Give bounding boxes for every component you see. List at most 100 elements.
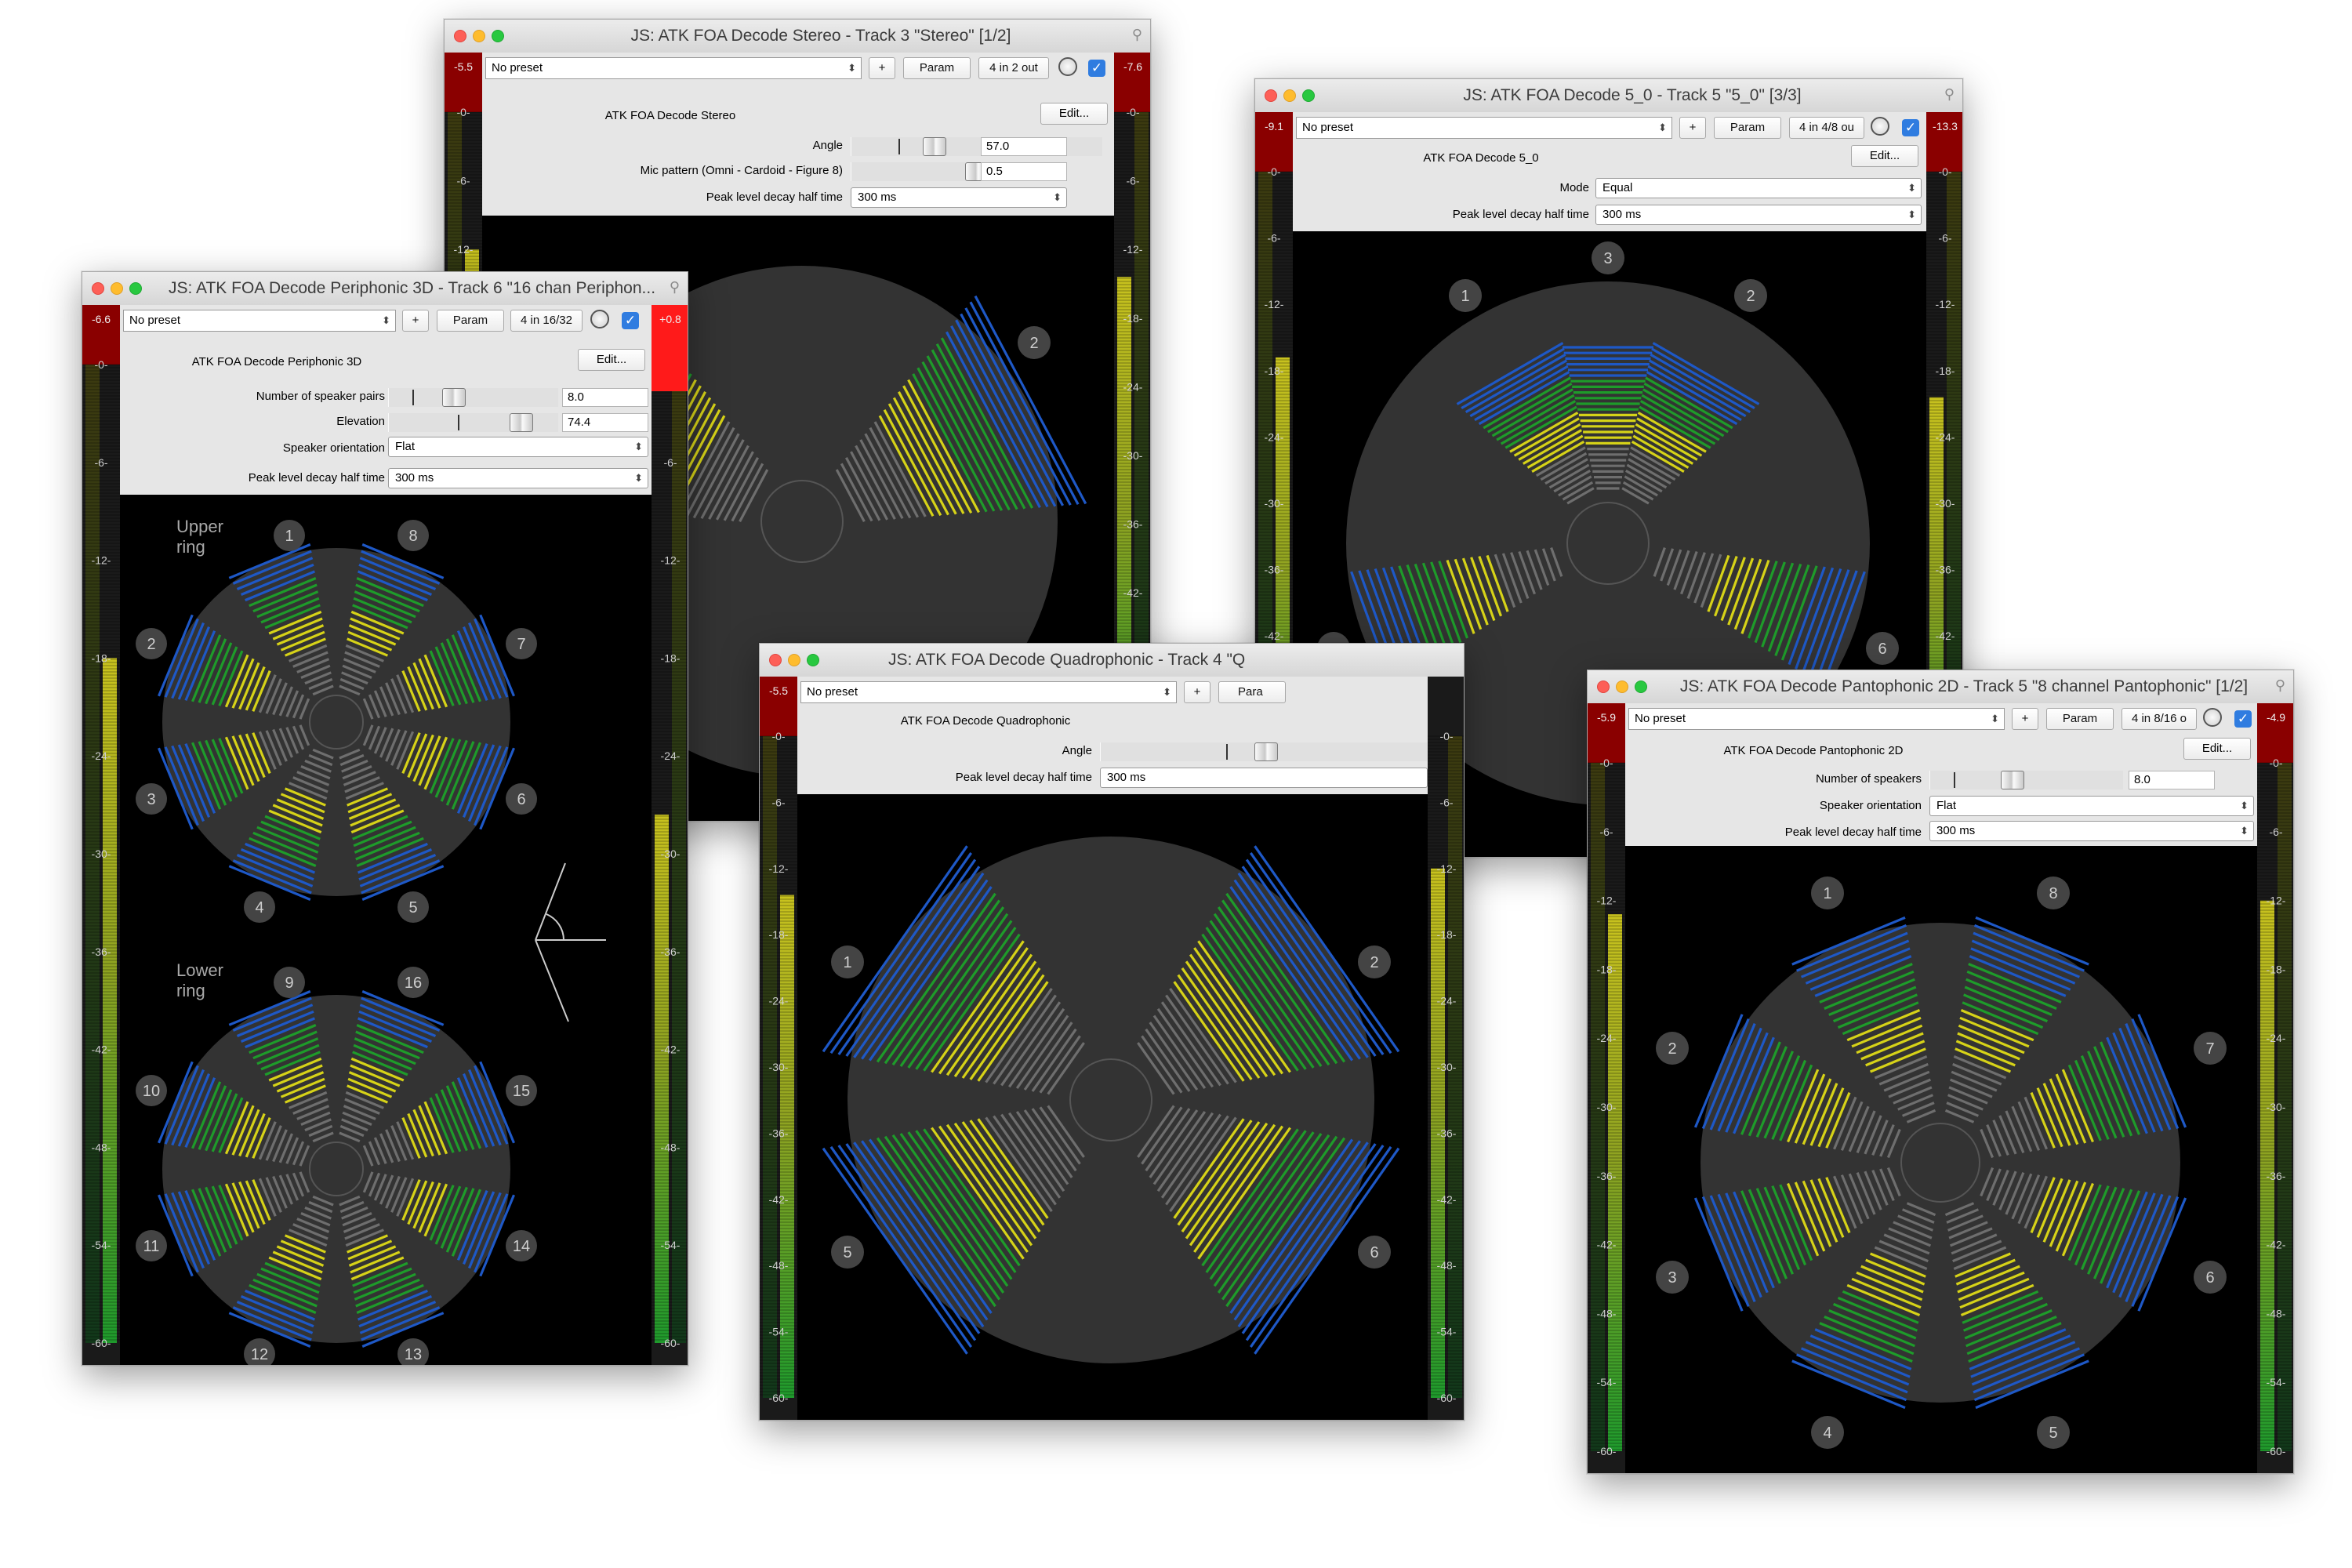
meter-bar <box>463 1191 495 1265</box>
meter-bar <box>352 1051 408 1076</box>
meter-bar <box>993 994 1057 1085</box>
meter-bar <box>434 1093 462 1152</box>
num-speakers-slider[interactable] <box>1929 771 2123 789</box>
meter-bar <box>931 349 1018 510</box>
meter-bar <box>892 397 957 515</box>
param-button[interactable]: Param <box>1714 117 1781 139</box>
param-button[interactable]: Param <box>437 310 504 332</box>
close-button[interactable] <box>769 654 782 666</box>
meter-bar <box>822 1147 968 1355</box>
slider-thumb[interactable] <box>923 137 946 156</box>
pin-icon[interactable]: ⚲ <box>2274 677 2285 693</box>
wet-dry-knob[interactable] <box>2203 708 2222 727</box>
io-button[interactable]: 4 in 2 out <box>978 57 1049 79</box>
title-bar[interactable]: JS: ATK FOA Decode Quadrophonic - Track … <box>760 644 1464 677</box>
minimize-button[interactable] <box>111 282 123 295</box>
num-speakers-value-field[interactable]: 8.0 <box>2129 771 2215 789</box>
minimize-button[interactable] <box>1283 89 1296 102</box>
meter-bar <box>1802 1180 1832 1247</box>
zoom-button[interactable] <box>1302 89 1315 102</box>
title-bar[interactable]: JS: ATK FOA Decode 5_0 - Track 5 "5_0" [… <box>1255 79 1962 113</box>
preset-dropdown[interactable]: No preset ⬍ <box>123 310 396 332</box>
meter-bar <box>256 1037 319 1065</box>
meter-bar <box>354 1272 416 1301</box>
bypass-checkbox[interactable]: ✓ <box>1088 60 1105 77</box>
meter-bar <box>456 1189 488 1261</box>
meter-bar <box>224 736 249 790</box>
pairs-value-field[interactable]: 8.0 <box>562 388 648 407</box>
close-button[interactable] <box>1597 681 1610 693</box>
slider-thumb[interactable] <box>442 388 466 407</box>
close-button[interactable] <box>1265 89 1277 102</box>
pin-icon[interactable]: ⚲ <box>1131 27 1142 42</box>
orientation-dropdown[interactable]: Flat ⬍ <box>388 437 648 457</box>
window-title: JS: ATK FOA Decode Quadrophonic - Track … <box>888 651 1246 669</box>
meter-bar <box>361 996 441 1032</box>
preset-dropdown[interactable]: No preset ⬍ <box>485 57 862 79</box>
preset-dropdown[interactable]: No preset ⬍ <box>1296 117 1672 139</box>
slider-thumb[interactable] <box>510 413 533 432</box>
pairs-slider[interactable] <box>388 388 558 407</box>
bypass-checkbox[interactable]: ✓ <box>622 312 639 329</box>
zoom-button[interactable] <box>807 654 819 666</box>
io-button[interactable]: 4 in 16/32 <box>510 310 583 332</box>
zoom-button[interactable] <box>492 30 504 42</box>
preset-dropdown[interactable]: No preset ⬍ <box>1628 708 2005 730</box>
title-bar[interactable]: JS: ATK FOA Decode Periphonic 3D - Track… <box>82 272 688 306</box>
decay-dropdown[interactable]: 300 ms ⬍ <box>388 468 648 488</box>
speaker-display: 1 8 2 7 3 6 4 5 9 16 10 15 11 14 12 13 Upper ring Lower… <box>120 495 652 1365</box>
close-button[interactable] <box>454 30 466 42</box>
zoom-button[interactable] <box>129 282 142 295</box>
add-preset-button[interactable]: + <box>1679 117 1706 139</box>
edit-button[interactable]: Edit... <box>1851 145 1918 167</box>
orientation-dropdown[interactable]: Flat ⬍ <box>1929 796 2254 816</box>
minimize-button[interactable] <box>1616 681 1628 693</box>
slider-thumb[interactable] <box>1254 742 1278 761</box>
minimize-button[interactable] <box>473 30 485 42</box>
wet-dry-knob[interactable] <box>1058 57 1077 76</box>
decay-dropdown[interactable]: 300 ms ⬍ <box>1929 821 2254 841</box>
meter-bar <box>468 1192 502 1269</box>
meter-bar <box>1513 417 1580 457</box>
vu-scale-label: -36- <box>661 946 681 958</box>
speaker-level-meter <box>339 748 445 901</box>
title-bar[interactable]: JS: ATK FOA Decode Pantophonic 2D - Trac… <box>1588 670 2293 704</box>
title-bar[interactable]: JS: ATK FOA Decode Stereo - Track 3 "Ste… <box>445 20 1150 53</box>
bypass-checkbox[interactable]: ✓ <box>2234 710 2252 728</box>
angle-slider[interactable] <box>1100 742 1428 761</box>
decay-dropdown[interactable]: 300 ms <box>1100 768 1428 788</box>
edit-button[interactable]: Edit... <box>2183 738 2251 760</box>
add-preset-button[interactable]: + <box>2012 708 2038 730</box>
minimize-button[interactable] <box>788 654 800 666</box>
mic-pattern-value-field[interactable]: 0.5 <box>981 162 1067 181</box>
meter-bar <box>1947 1214 1984 1232</box>
decay-dropdown[interactable]: 300 ms ⬍ <box>1595 205 1922 225</box>
preset-dropdown[interactable]: No preset ⬍ <box>800 681 1177 703</box>
meter-bar <box>177 744 210 818</box>
edit-button[interactable]: Edit... <box>578 349 645 371</box>
bypass-checkbox[interactable]: ✓ <box>1902 119 1919 136</box>
io-button[interactable]: 4 in 4/8 ou <box>1789 117 1864 139</box>
add-preset-button[interactable]: + <box>402 310 429 332</box>
close-button[interactable] <box>92 282 104 295</box>
add-preset-button[interactable]: + <box>869 57 895 79</box>
mode-dropdown[interactable]: Equal ⬍ <box>1595 178 1922 198</box>
pin-icon[interactable]: ⚲ <box>669 279 680 295</box>
param-button[interactable]: Para <box>1218 681 1286 703</box>
elevation-slider[interactable] <box>388 413 558 432</box>
pin-icon[interactable]: ⚲ <box>1944 86 1955 102</box>
io-button[interactable]: 4 in 8/16 o <box>2122 708 2197 730</box>
angle-value-field[interactable]: 57.0 <box>981 137 1067 156</box>
param-button[interactable]: Param <box>2046 708 2114 730</box>
zoom-button[interactable] <box>1635 681 1647 693</box>
decay-dropdown[interactable]: 300 ms ⬍ <box>851 187 1067 208</box>
slider-thumb[interactable] <box>2001 771 2024 789</box>
wet-dry-knob[interactable] <box>590 310 609 328</box>
add-preset-button[interactable]: + <box>1184 681 1210 703</box>
edit-button[interactable]: Edit... <box>1040 103 1108 125</box>
mic-pattern-slider[interactable] <box>851 162 989 181</box>
meter-bar <box>1791 1359 1906 1410</box>
wet-dry-knob[interactable] <box>1871 117 1889 136</box>
elevation-value-field[interactable]: 74.4 <box>562 413 648 432</box>
param-button[interactable]: Param <box>903 57 971 79</box>
